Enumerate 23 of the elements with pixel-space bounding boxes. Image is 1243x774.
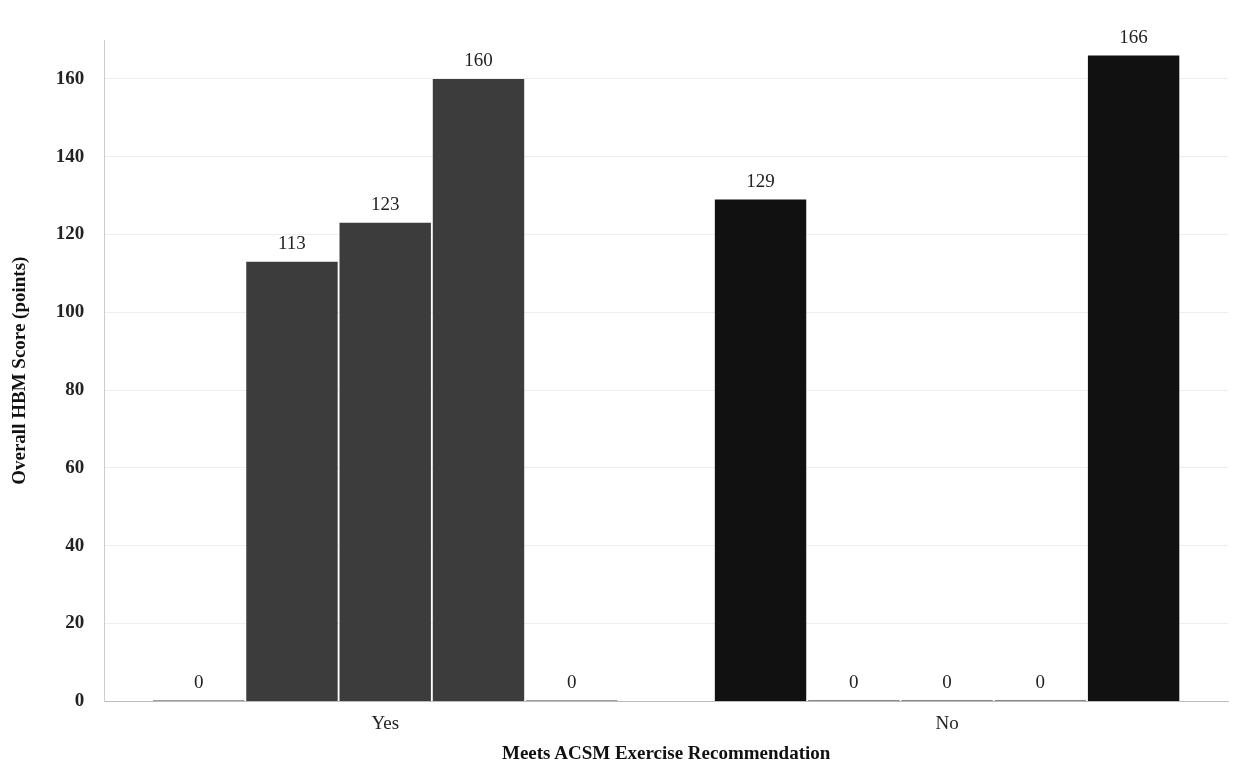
data-label: 113 — [278, 232, 306, 254]
data-label: 129 — [746, 170, 775, 191]
data-label: 0 — [567, 670, 577, 692]
y-tick-label: 100 — [55, 300, 85, 322]
x-tick-label: No — [935, 711, 959, 733]
y-tick-label: 0 — [74, 689, 85, 711]
y-tick-label: 160 — [55, 66, 85, 88]
y-tick-label: 60 — [65, 455, 85, 477]
data-label: 123 — [370, 193, 400, 215]
y-axis-title: Overall HBM Score (points) — [8, 256, 31, 485]
data-label: 160 — [464, 49, 493, 71]
x-tick-label: Yes — [371, 711, 400, 733]
data-label: 0 — [193, 670, 204, 692]
data-label: 0 — [849, 670, 859, 692]
data-label: 0 — [1035, 670, 1046, 692]
y-tick-label: 40 — [65, 533, 85, 555]
x-axis-title: Meets ACSM Exercise Recommendation — [501, 741, 831, 763]
y-tick-label: 120 — [55, 222, 85, 244]
data-label: 166 — [1119, 26, 1148, 48]
y-tick-label: 140 — [55, 144, 85, 166]
y-tick-label: 80 — [65, 378, 85, 400]
y-tick-label: 20 — [65, 611, 85, 633]
data-label: 0 — [942, 670, 952, 692]
